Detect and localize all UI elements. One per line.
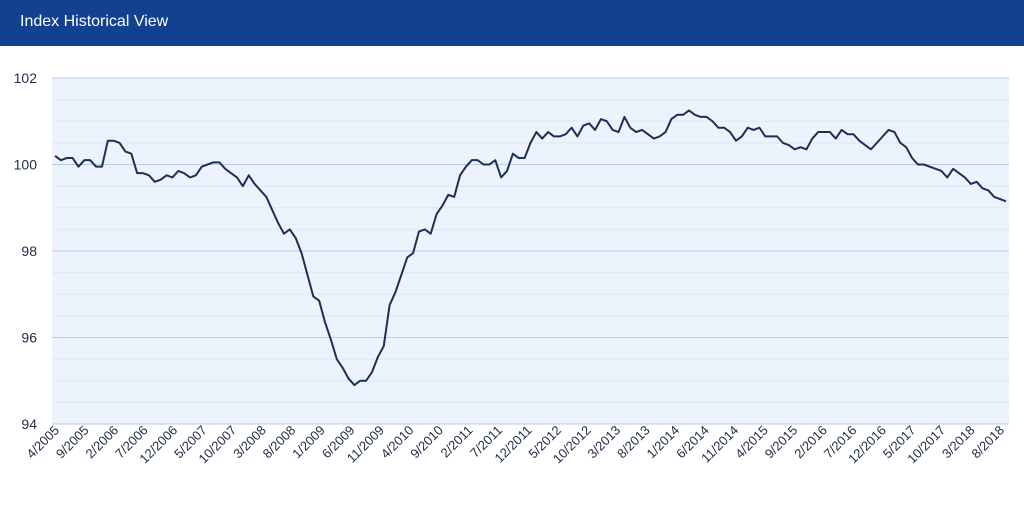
x-tick-label: 3/2013 — [584, 423, 623, 462]
header-bar: Index Historical View — [0, 0, 1024, 46]
x-tick-label: 8/2008 — [260, 423, 299, 462]
x-tick-label: 9/2010 — [407, 423, 446, 462]
x-tick-label: 1/2009 — [289, 423, 328, 462]
x-tick-label: 2/2011 — [438, 423, 476, 461]
x-tick-label: 2/2006 — [82, 423, 121, 462]
x-tick-label: 9/2005 — [53, 423, 92, 462]
x-tick-label: 8/2013 — [614, 423, 653, 462]
y-tick-label: 96 — [21, 330, 37, 346]
y-tick-label: 98 — [21, 243, 37, 259]
x-tick-label: 2/2016 — [791, 423, 830, 462]
x-tick-label: 3/2018 — [939, 423, 978, 462]
index-line-chart: 94 96 98 100 102 4/20059/20052/20067/200612/… — [14, 70, 1009, 467]
x-axis-tick-labels: 4/20059/20052/20067/200612/20065/200710/… — [23, 423, 1007, 467]
index-series-line — [54, 109, 1007, 387]
x-tick-label: 3/2008 — [230, 423, 269, 462]
x-tick-label: 1/2014 — [644, 423, 683, 462]
x-tick-label: 4/2015 — [732, 423, 771, 462]
x-tick-label: 8/2018 — [968, 423, 1007, 462]
x-tick-label: 9/2015 — [762, 423, 801, 462]
y-tick-label: 102 — [14, 70, 38, 86]
y-tick-label: 100 — [14, 157, 38, 173]
y-tick-label: 94 — [21, 416, 37, 432]
x-tick-label: 4/2010 — [378, 423, 417, 462]
page-title: Index Historical View — [20, 13, 169, 30]
y-axis-tick-labels: 94 96 98 100 102 — [14, 70, 38, 432]
major-gridlines — [52, 77, 1009, 425]
